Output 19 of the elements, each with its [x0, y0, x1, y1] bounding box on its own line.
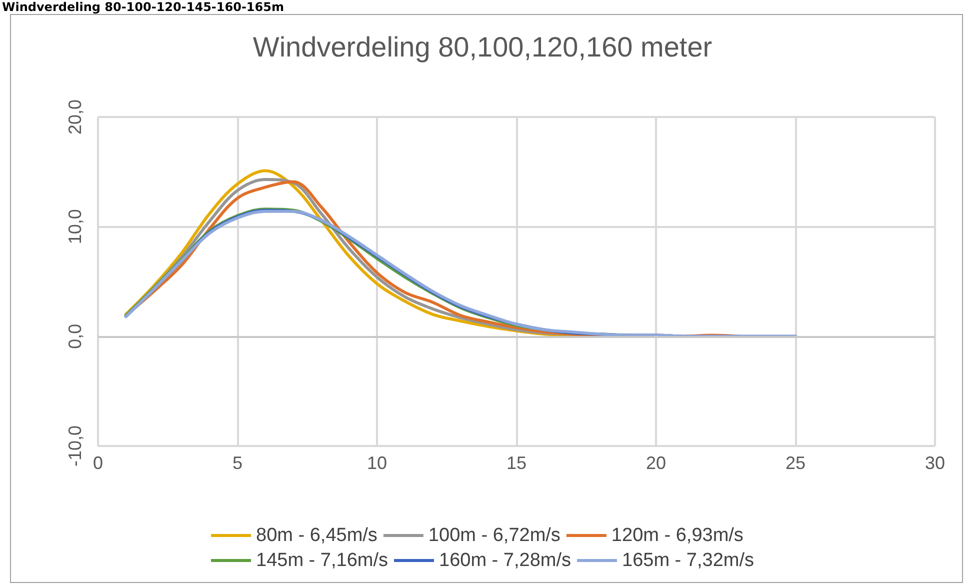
y-tick-label: 0,0: [65, 324, 85, 349]
x-tick-label: 10: [366, 453, 388, 473]
legend-label: 145m - 7,16m/s: [256, 550, 388, 571]
y-tick-label: 20,0: [65, 99, 85, 135]
legend-label: 100m - 6,72m/s: [428, 525, 560, 546]
legend-label: 80m - 6,45m/s: [256, 525, 378, 546]
legend-label: 165m - 7,32m/s: [622, 550, 754, 571]
text: Windverdeling 80-100-120-145-160-165m: [2, 0, 284, 14]
x-tick-label: 25: [785, 453, 806, 473]
legend-label: 160m - 7,28m/s: [439, 550, 571, 571]
y-tick-label: -10,0: [65, 425, 85, 467]
x-tick-label: 0: [92, 453, 104, 473]
chart-title: Windverdeling 80,100,120,160 meter: [252, 32, 712, 62]
x-tick-label: 30: [924, 453, 946, 473]
x-tick-label: 20: [646, 453, 666, 473]
y-tick-label: 10,0: [65, 209, 85, 244]
x-tick-label: 15: [506, 453, 527, 473]
x-tick-label: 5: [232, 453, 243, 473]
legend-label: 120m - 6,93m/s: [611, 525, 744, 546]
